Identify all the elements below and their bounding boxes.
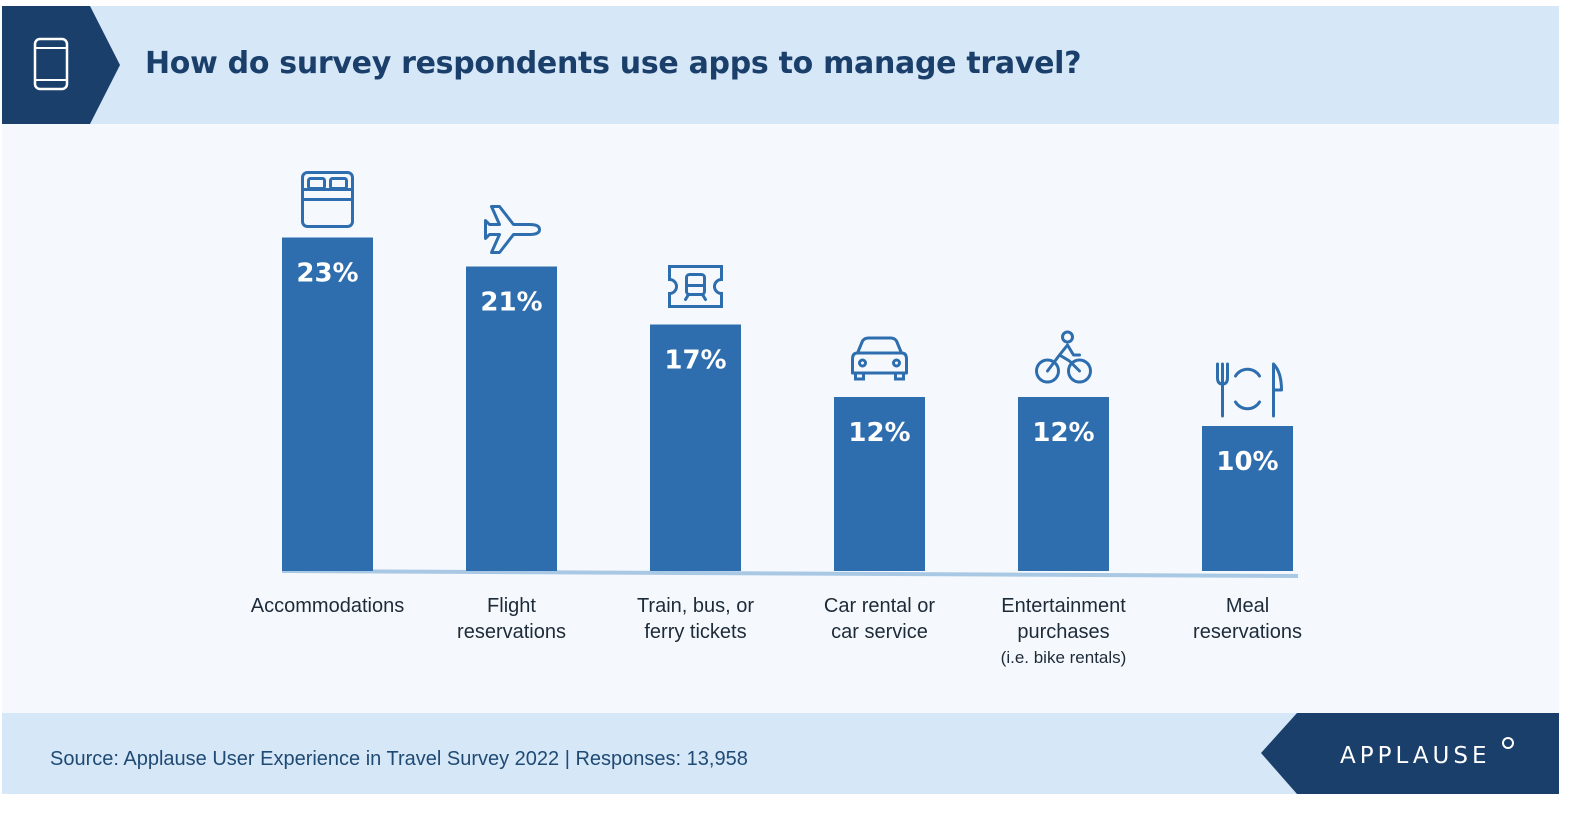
category-label: Car rental or [824,595,935,617]
bar-chart: 23% Accommodations 21% Flight reservations 17… [251,171,1302,667]
category-label: reservations [457,621,566,643]
category-label: reservations [1193,621,1302,643]
bar-value-label: 21% [480,288,542,318]
brand-logo-dot [1502,737,1514,749]
chart-title: How do survey respondents use apps to ma… [145,46,1082,81]
source-note: Source: Applause User Experience in Trav… [50,748,748,770]
category-label: Entertainment [1001,595,1126,617]
mobile-phone-icon [33,37,69,91]
bar-value-label: 10% [1216,447,1278,477]
category-label: purchases [1017,621,1109,643]
bar [834,397,925,571]
bar [282,237,373,571]
x-axis-baseline [281,569,1299,578]
category-note: (i.e. bike rentals) [1001,648,1127,667]
category-label: Meal [1226,595,1269,617]
train-ticket-icon [668,265,723,308]
brand-badge [1261,713,1559,794]
bar [466,266,557,571]
category-label: Flight [487,595,536,617]
infographic: How do survey respondents use apps to ma… [2,6,1559,794]
bar [1018,397,1109,571]
bar [650,324,741,571]
bar-value-label: 12% [848,418,910,448]
footer-banner: Source: Applause User Experience in Trav… [2,713,1559,794]
header-badge [2,6,120,124]
category-label: Train, bus, or [637,595,754,617]
bar-value-label: 23% [296,259,358,289]
bar-value-label: 17% [664,346,726,376]
bar [1202,426,1293,571]
car-icon [851,336,908,381]
category-label: car service [831,621,928,643]
category-label: ferry tickets [644,621,746,643]
brand-logo: APPLAUSE [1340,743,1491,769]
bed-icon [301,171,354,228]
header-banner: How do survey respondents use apps to ma… [2,6,1559,124]
dining-icon [1216,362,1283,418]
category-label: Accommodations [251,595,404,617]
airplane-icon [484,205,541,254]
bicycle-icon [1035,330,1092,384]
bar-value-label: 12% [1032,418,1094,448]
